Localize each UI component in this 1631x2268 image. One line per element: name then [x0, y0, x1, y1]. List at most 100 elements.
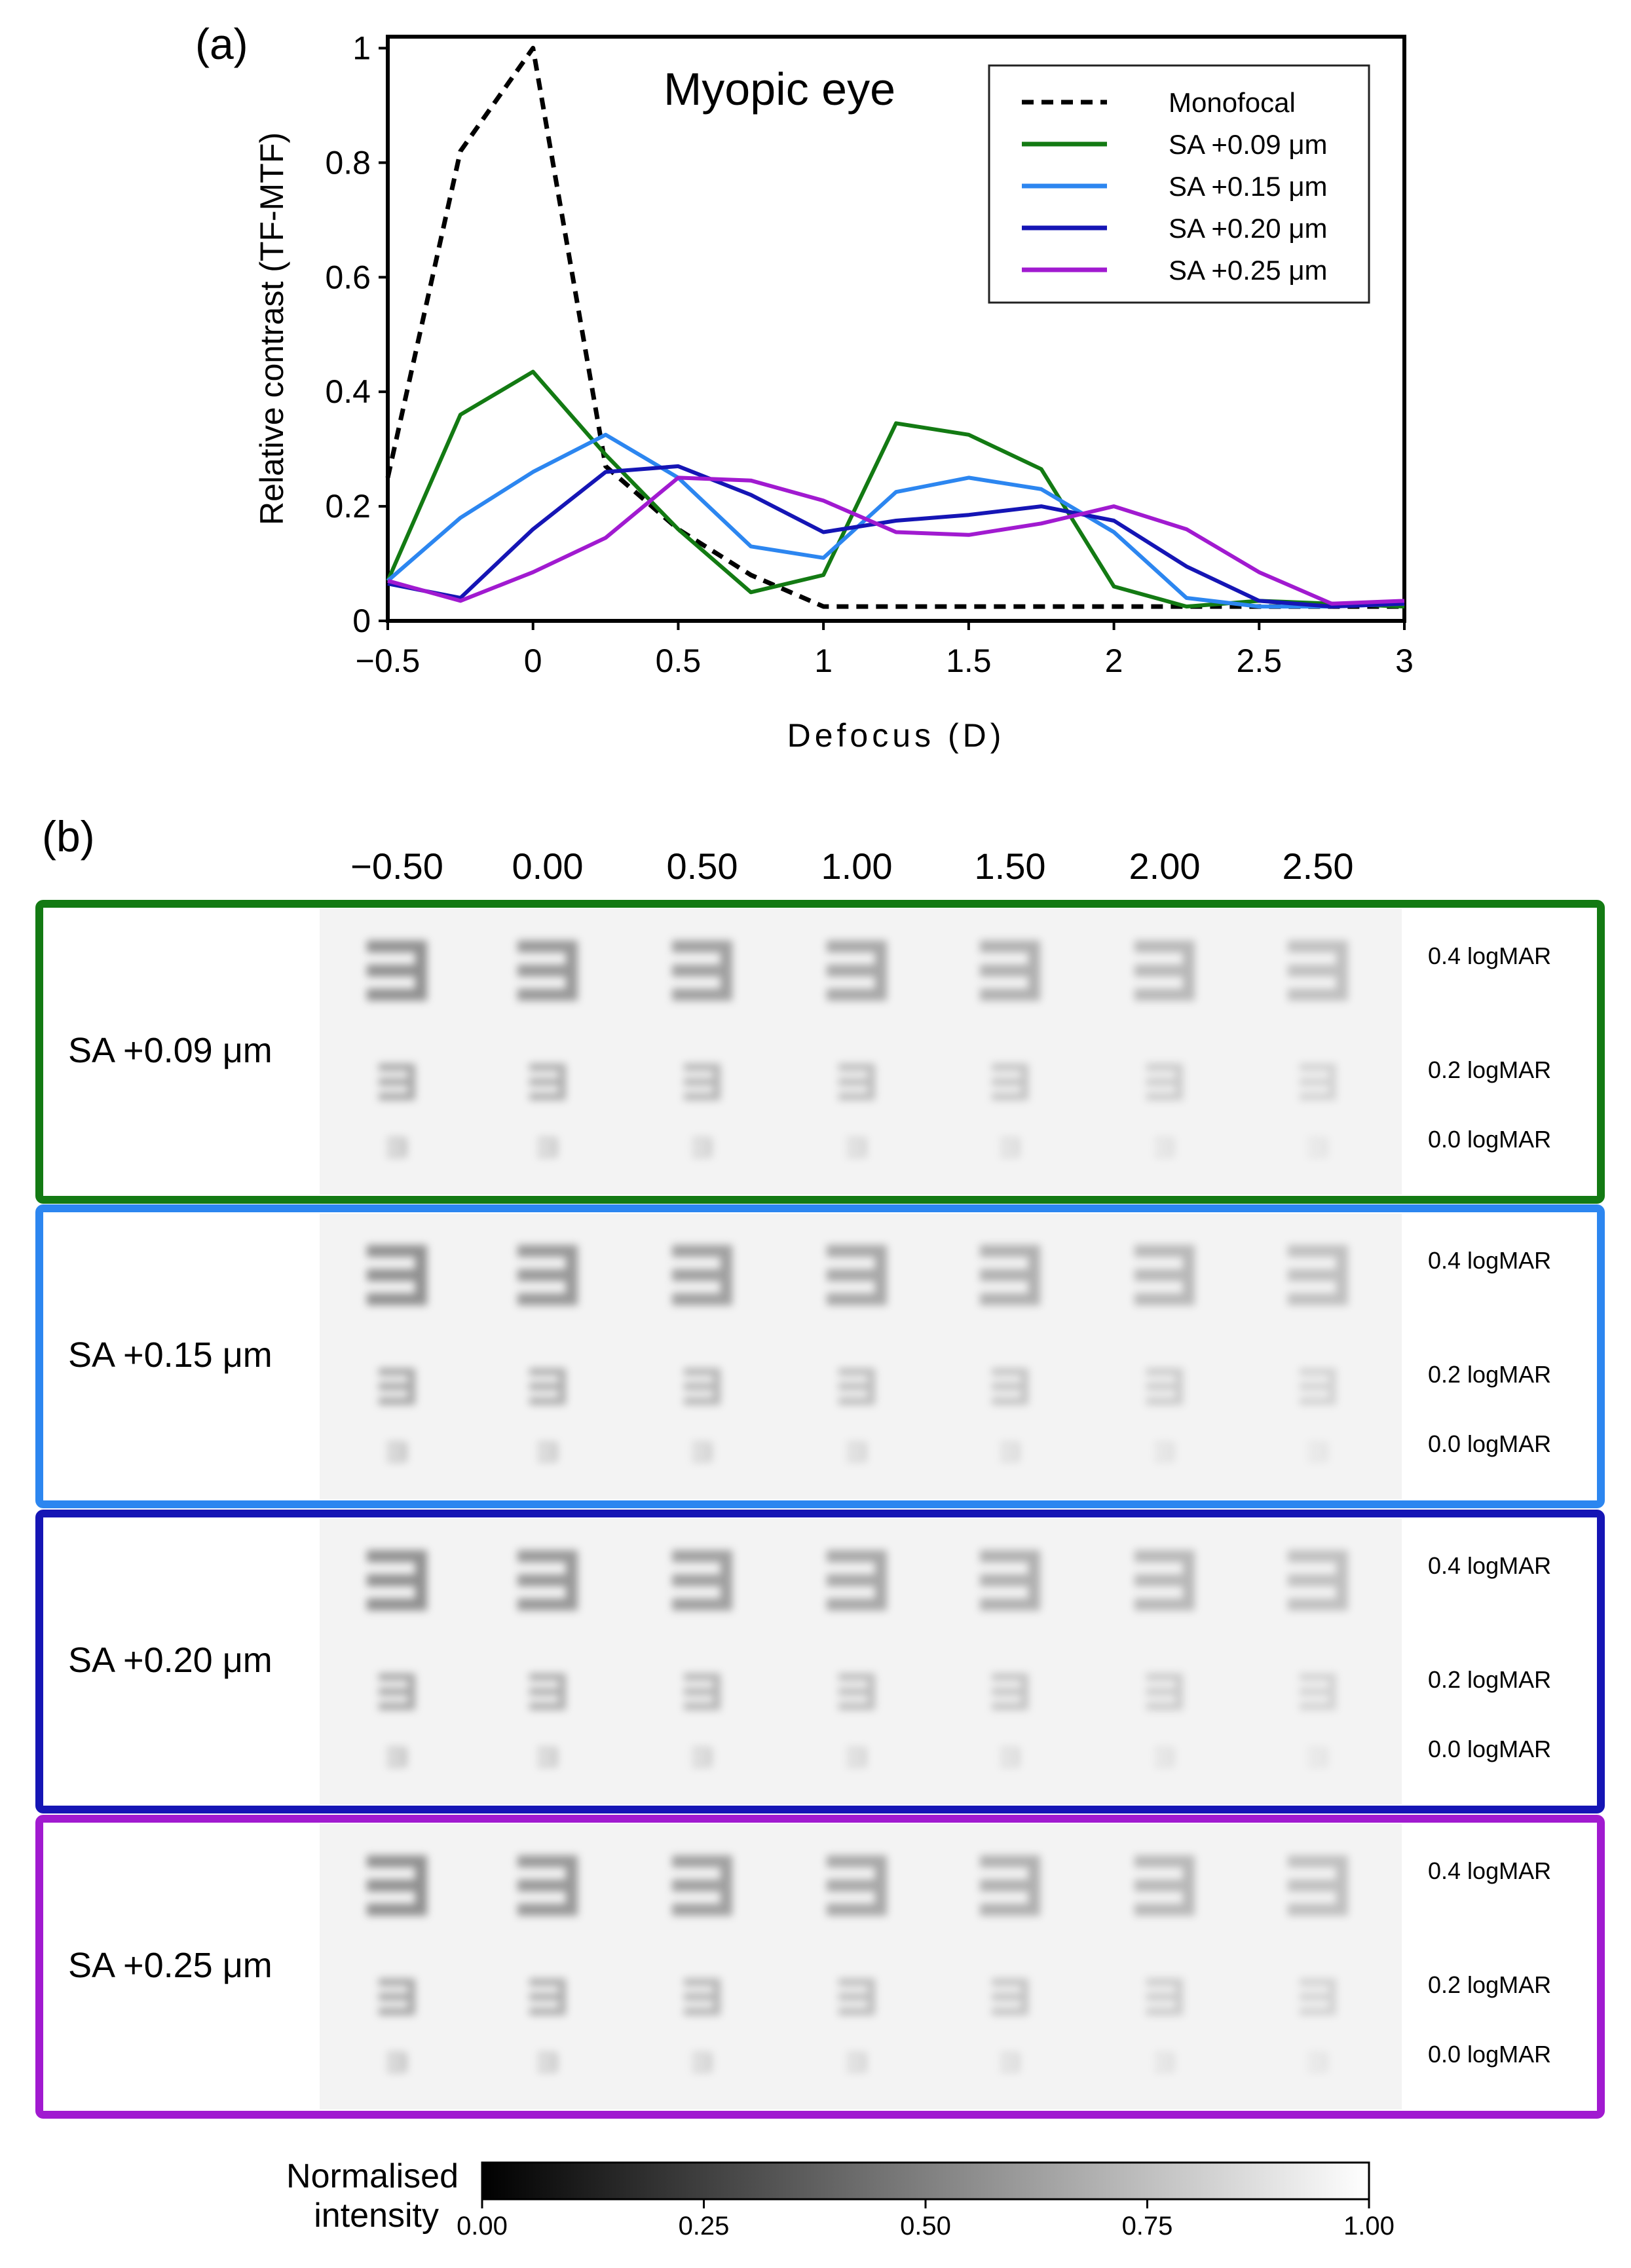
- acuity-label: 0.4 logMAR: [1428, 1247, 1551, 1274]
- colorbar-label-line1: Normalised: [286, 2157, 459, 2195]
- defocus-header: 1.00: [821, 846, 893, 887]
- optotype-e: [538, 2053, 557, 2072]
- optotype-e: [529, 1673, 566, 1710]
- optotype-e: [980, 1245, 1040, 1305]
- optotype-e: [672, 1245, 732, 1305]
- optotype-e: [1155, 2053, 1174, 2072]
- legend-label: SA +0.20 μm: [1169, 213, 1328, 244]
- optotype-e: [847, 1747, 867, 1767]
- defocus-header: 0.00: [512, 846, 584, 887]
- chart-a: −0.5 0 0.5 1 1.5 2 2.5 300.20.40.60.81 Myopic e…: [253, 29, 1414, 754]
- optotype-e: [1146, 1064, 1183, 1100]
- optotype-e: [827, 940, 887, 1001]
- optotype-e: [529, 1979, 566, 2015]
- optotype-e: [1300, 1979, 1336, 2015]
- optotype-e: [538, 1138, 557, 1157]
- colorbar-tick-label: 1.00: [1343, 2212, 1395, 2240]
- acuity-label: 0.4 logMAR: [1428, 942, 1551, 969]
- legend-label: SA +0.09 μm: [1169, 129, 1328, 160]
- optotype-e: [1134, 1855, 1195, 1916]
- colorbar-tick-label: 0.75: [1122, 2212, 1173, 2240]
- optotype-e: [847, 1138, 867, 1157]
- acuity-label: 0.0 logMAR: [1428, 1736, 1551, 1762]
- optotype-e: [838, 1064, 875, 1100]
- acuity-label: 0.0 logMAR: [1428, 2041, 1551, 2068]
- optotype-e: [827, 1855, 887, 1916]
- series-lines: [385, 46, 1405, 609]
- optotype-e: [838, 1979, 875, 2015]
- x-tick-label: 3: [1395, 642, 1414, 679]
- y-tick-label: 0.2: [325, 488, 371, 525]
- series-line-0: [385, 46, 1404, 609]
- sim-row: SA +0.15 μm 0.4 logMAR 0.2 logMAR 0.0 logMA…: [35, 1204, 1605, 1508]
- optotype-e: [1308, 1747, 1328, 1767]
- optotype-e: [692, 1442, 712, 1462]
- x-tick-label: 2: [1105, 642, 1123, 679]
- colorbar-gradient: [481, 2161, 1370, 2201]
- panel-a-label: (a): [195, 20, 248, 68]
- optotype-e: [1146, 1673, 1183, 1710]
- optotype-e: [1155, 1442, 1174, 1462]
- optotype-e: [1155, 1747, 1174, 1767]
- optotype-e: [847, 1442, 867, 1462]
- y-axis-label: Relative contrast (TF-MTF): [253, 132, 290, 525]
- simulation-rows: SA +0.09 μm 0.4 logMAR 0.2 logMAR 0.0 logMA…: [35, 900, 1605, 2119]
- optotype-e: [827, 1550, 887, 1610]
- colorbar-label-line2: intensity: [314, 2197, 439, 2235]
- optotype-e: [517, 1855, 578, 1916]
- acuity-label: 0.2 logMAR: [1428, 1971, 1551, 1998]
- optotype-e: [1308, 1442, 1328, 1462]
- x-axis-label: Defocus (D): [787, 717, 1005, 754]
- y-tick-label: 0.4: [325, 373, 371, 410]
- optotype-e: [367, 1550, 427, 1610]
- optotype-e: [992, 1368, 1028, 1405]
- optotype-e: [992, 1673, 1028, 1710]
- optotype-e: [529, 1368, 566, 1405]
- optotype-e: [847, 2053, 867, 2072]
- x-tick-label: −0.5: [356, 642, 421, 679]
- acuity-label: 0.4 logMAR: [1428, 1552, 1551, 1579]
- optotype-e: [1146, 1368, 1183, 1405]
- optotype-e: [980, 940, 1040, 1001]
- legend-label: SA +0.25 μm: [1169, 255, 1328, 286]
- optotype-e: [692, 2053, 712, 2072]
- x-tick-label: 0: [524, 642, 542, 679]
- optotype-e: [1134, 1245, 1195, 1305]
- optotype-e: [684, 1368, 721, 1405]
- optotype-e: [684, 1673, 721, 1710]
- colorbar: Normalised intensity 0.00 0.25 0.50 0.75 1.0…: [286, 2157, 1395, 2240]
- optotype-e: [827, 1245, 887, 1305]
- optotype-e: [980, 1855, 1040, 1916]
- optotype-e: [1288, 940, 1348, 1001]
- optotype-e: [1134, 1550, 1195, 1610]
- series-line-3: [387, 464, 1405, 609]
- defocus-header: 2.50: [1283, 846, 1354, 887]
- optotype-e: [1308, 1138, 1328, 1157]
- colorbar-ticks: 0.00 0.25 0.50 0.75 1.00: [457, 2199, 1395, 2240]
- acuity-label: 0.2 logMAR: [1428, 1056, 1551, 1083]
- optotype-e: [1155, 1138, 1174, 1157]
- defocus-header: 1.50: [975, 846, 1046, 887]
- optotype-e: [387, 1442, 407, 1462]
- acuity-label: 0.0 logMAR: [1428, 1430, 1551, 1457]
- optotype-e: [1000, 1747, 1020, 1767]
- optotype-e: [992, 1064, 1028, 1100]
- optotype-e: [1000, 1138, 1020, 1157]
- optotype-e: [387, 2053, 407, 2072]
- optotype-e: [367, 1245, 427, 1305]
- optotype-e: [387, 1747, 407, 1767]
- optotype-e: [1288, 1550, 1348, 1610]
- optotype-e: [672, 1550, 732, 1610]
- series-line-2: [386, 432, 1405, 609]
- x-tick-label: 2.5: [1237, 642, 1283, 679]
- optotype-e: [387, 1138, 407, 1157]
- chart-title: Myopic eye: [664, 64, 895, 115]
- axis-ticks: −0.5 0 0.5 1 1.5 2 2.5 300.20.40.60.81: [325, 29, 1413, 679]
- optotype-e: [838, 1368, 875, 1405]
- optotype-e: [367, 940, 427, 1001]
- y-tick-label: 0: [352, 603, 371, 639]
- y-tick-label: 0.8: [325, 144, 371, 181]
- optotype-e: [1300, 1368, 1336, 1405]
- defocus-header: −0.50: [350, 846, 443, 887]
- optotype-e: [517, 940, 578, 1001]
